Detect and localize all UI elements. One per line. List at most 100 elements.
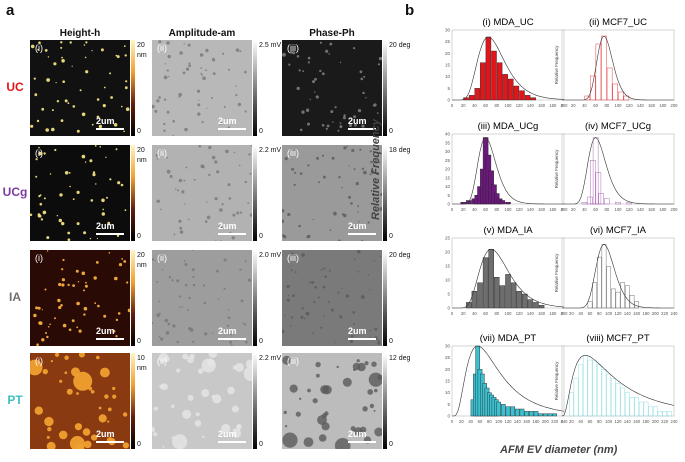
row-label-pt: PT	[7, 393, 23, 407]
afm-particle	[172, 324, 176, 328]
afm-particle	[58, 305, 62, 310]
afm-particle	[158, 40, 162, 44]
scale-bar	[218, 128, 246, 130]
afm-particle	[309, 281, 312, 284]
afm-particle	[46, 250, 49, 252]
afm-particle	[197, 368, 204, 374]
afm-particle	[163, 129, 166, 132]
afm-particle	[37, 48, 40, 51]
afm-particle	[334, 438, 351, 449]
afm-particle	[41, 338, 45, 342]
afm-particle	[159, 384, 164, 389]
afm-particle	[348, 123, 353, 127]
afm-particle	[73, 371, 93, 391]
afm-particle	[313, 301, 316, 304]
y-tick-label: 15	[445, 175, 451, 180]
x-tick-label: 20	[571, 207, 576, 212]
afm-particle	[49, 323, 51, 326]
height-scale-unit: nm	[137, 157, 147, 164]
afm-particle	[122, 412, 128, 417]
afm-particle	[83, 313, 86, 316]
afm-particle	[290, 269, 293, 272]
afm-particle	[227, 183, 231, 187]
afm-particle	[336, 365, 339, 369]
amplitude-scale-max: 2.2 mV	[259, 147, 282, 154]
afm-image-pt-phase: (iii) 2um	[282, 353, 382, 449]
afm-particle	[179, 226, 183, 230]
afm-particle	[156, 99, 160, 103]
x-tick-label: 40	[582, 103, 587, 108]
afm-particle	[115, 148, 118, 151]
small-ylabel: Relative Frequency	[554, 253, 559, 293]
histogram-bar	[643, 401, 649, 417]
scale-bar	[96, 128, 124, 130]
afm-particle	[299, 397, 302, 400]
afm-particle	[176, 340, 179, 344]
afm-particle	[322, 315, 325, 317]
afm-particle	[64, 371, 68, 374]
afm-particle	[51, 127, 55, 132]
y-tick-label: 15	[445, 379, 451, 384]
sub-panel-label: (i)	[35, 253, 43, 263]
afm-image-ia-height: (i) 2um	[30, 250, 130, 346]
afm-particle	[43, 152, 46, 155]
y-tick-label: 30	[445, 149, 451, 154]
afm-particle	[227, 386, 235, 395]
afm-particle	[330, 110, 334, 114]
x-tick-label: 120	[615, 419, 623, 424]
histogram-bar	[590, 75, 596, 101]
afm-particle	[361, 239, 364, 241]
afm-particle	[113, 123, 118, 127]
histogram-bar	[491, 50, 497, 101]
histogram-title: (vii) MDA_PT	[480, 333, 537, 344]
afm-particle	[68, 328, 72, 332]
x-tick-label: 180	[643, 311, 651, 316]
afm-particle	[171, 279, 174, 282]
afm-particle	[317, 296, 320, 299]
scale-bar-label: 2um	[218, 429, 237, 439]
afm-particle	[38, 41, 41, 44]
afm-particle	[30, 124, 34, 128]
height-scale-max: 20	[137, 252, 145, 259]
afm-particle	[181, 190, 185, 194]
afm-particle	[354, 123, 357, 127]
afm-ev-diameter-label: AFM EV diameter (nm)	[500, 444, 618, 456]
histogram-bar	[530, 97, 536, 101]
histogram-bar	[606, 67, 613, 101]
afm-particle	[122, 442, 129, 449]
afm-particle	[210, 97, 213, 99]
afm-particle	[176, 368, 181, 373]
x-tick-label: 40	[472, 103, 477, 108]
afm-particle	[47, 427, 52, 432]
afm-particle	[353, 322, 355, 325]
afm-particle	[352, 311, 355, 314]
afm-particle	[363, 75, 366, 78]
afm-particle	[91, 434, 98, 441]
afm-particle	[218, 225, 221, 228]
histogram-bar	[533, 302, 539, 309]
histogram-bar	[597, 256, 602, 309]
sub-panel-label: (i)	[35, 43, 43, 53]
histogram-bar	[595, 172, 602, 205]
sub-panel-label: (iii)	[287, 253, 299, 263]
afm-particle	[353, 47, 356, 50]
x-tick-label: 160	[538, 103, 546, 108]
histogram-bar	[547, 413, 553, 417]
afm-particle	[232, 365, 238, 370]
afm-particle	[171, 436, 175, 439]
histogram-bar	[604, 198, 610, 205]
y-tick-label: 15	[445, 63, 451, 68]
scale-bar	[96, 338, 124, 340]
afm-particle	[60, 304, 63, 307]
afm-particle	[72, 105, 76, 108]
afm-particle	[231, 236, 235, 240]
color-scale-bar	[131, 40, 135, 136]
afm-particle	[72, 284, 75, 287]
afm-particle	[228, 197, 232, 200]
x-tick-label: 60	[478, 419, 483, 424]
afm-particle	[35, 158, 38, 161]
plot-frame	[561, 29, 675, 101]
x-tick-label: 160	[633, 311, 641, 316]
afm-particle	[322, 285, 326, 289]
x-tick-label: 160	[648, 207, 656, 212]
